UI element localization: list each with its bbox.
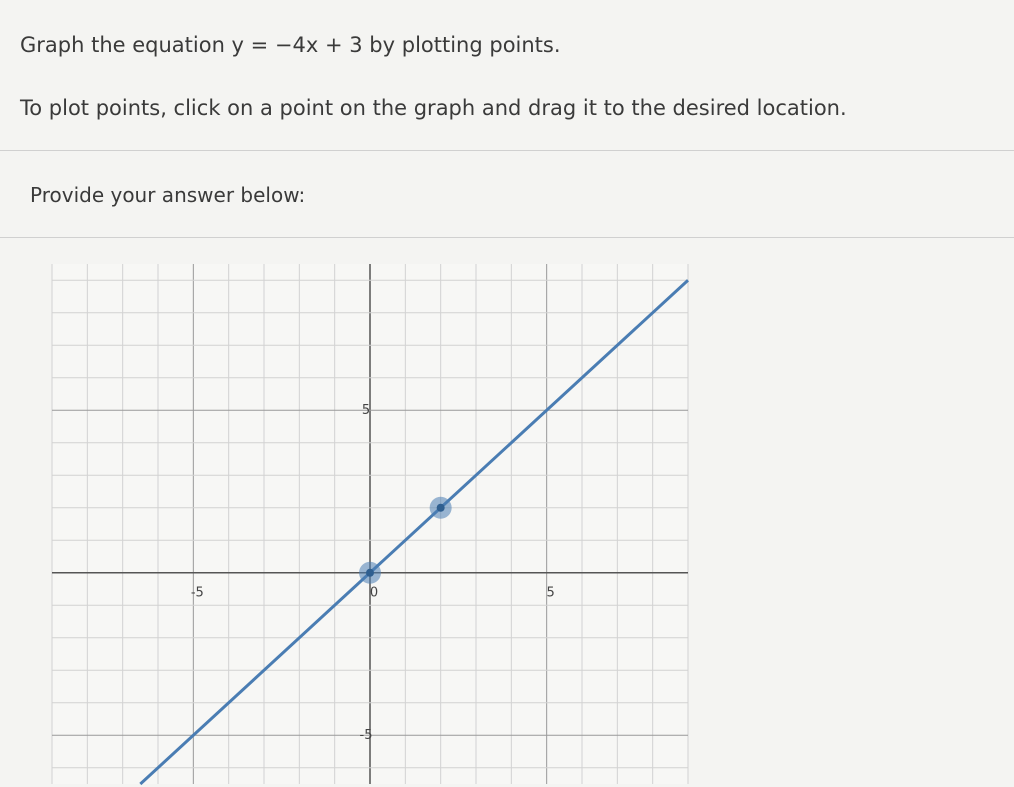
x-tick-label: 5 — [547, 585, 555, 600]
y-tick-label: 5 — [362, 403, 370, 418]
answer-label: Provide your answer below: — [30, 183, 306, 207]
x-tick-label: 0 — [370, 585, 378, 600]
divider — [0, 237, 1014, 238]
prompt: Graph the equation y = −4x + 3 by plotti… — [20, 33, 561, 57]
point[interactable] — [436, 503, 445, 512]
x-tick-label: -5 — [191, 585, 204, 600]
divider — [0, 150, 1014, 151]
y-tick-label: -5 — [360, 728, 373, 743]
instruction: To plot points, click on a point on the … — [20, 96, 847, 120]
point[interactable] — [366, 568, 374, 577]
line — [139, 279, 690, 786]
